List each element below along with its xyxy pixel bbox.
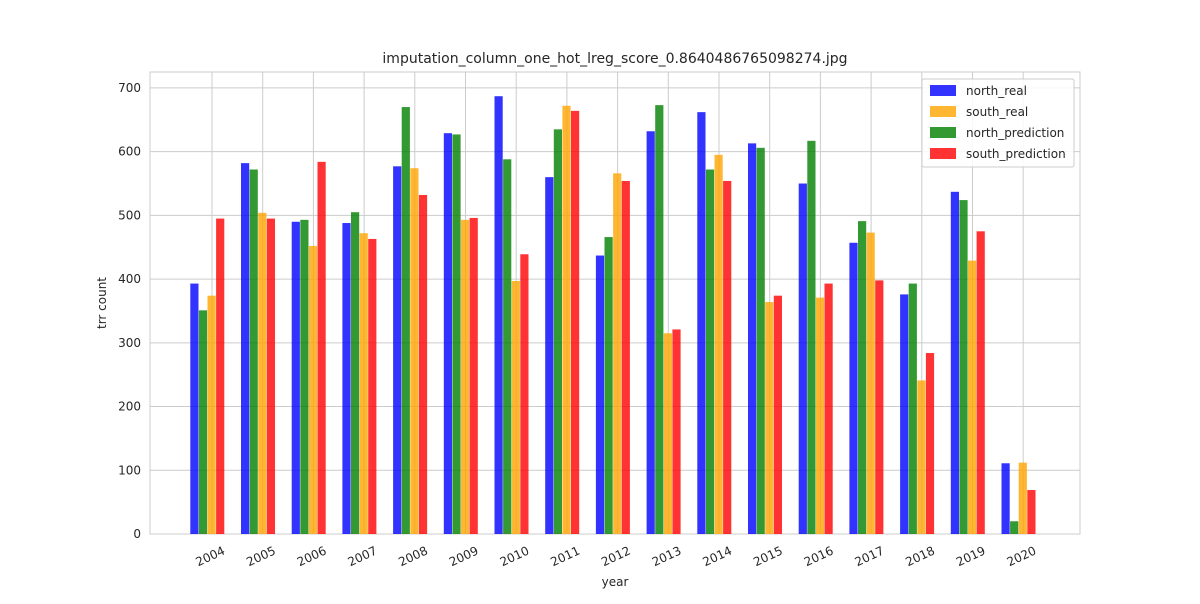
bar-north_real-2010	[494, 96, 503, 534]
bar-south_real-2019	[968, 260, 977, 534]
bar-north_real-2013	[646, 131, 655, 535]
bar-south_prediction-2007	[368, 238, 377, 534]
bar-north_real-2007	[342, 223, 351, 535]
y-axis-label: trr count	[95, 277, 109, 329]
legend-box	[921, 78, 1075, 168]
bar-north_prediction-2020	[1010, 521, 1019, 534]
bar-south_prediction-2006	[317, 161, 326, 535]
bar-south_real-2017	[866, 232, 875, 534]
bar-south_prediction-2018	[925, 353, 935, 534]
bar-south_real-2013	[663, 333, 672, 534]
legend-swatch-south_prediction	[930, 148, 956, 159]
y-tick-label: 0	[133, 527, 141, 541]
bar-north_prediction-2017	[858, 221, 867, 534]
bar-south_real-2010	[511, 281, 520, 534]
bar-south_prediction-2009	[469, 217, 478, 534]
bar-south_real-2004	[207, 295, 216, 534]
bar-north_real-2015	[748, 143, 757, 534]
bar-north_prediction-2019	[959, 200, 968, 534]
bar-south_real-2008	[410, 168, 419, 534]
bar-north_real-2018	[900, 294, 909, 534]
bar-south_prediction-2005	[266, 218, 275, 534]
bar-north_real-2014	[697, 112, 706, 534]
bar-south_real-2005	[258, 212, 267, 535]
y-tick-label: 500	[118, 208, 141, 222]
bar-south_prediction-2008	[418, 194, 428, 534]
bar-north_real-2019	[950, 191, 959, 534]
legend-label-south_prediction: south_prediction	[966, 147, 1066, 161]
legend-label-north_real: north_real	[966, 84, 1027, 98]
y-tick-label: 200	[118, 400, 141, 414]
y-tick-label: 100	[118, 463, 141, 477]
bar-south_real-2007	[359, 233, 368, 534]
bar-south_prediction-2004	[216, 218, 225, 534]
legend-label-north_prediction: north_prediction	[966, 126, 1064, 140]
bar-south_prediction-2012	[621, 180, 630, 535]
y-axis-ticks: 0 100 200 300 400 500 600 700	[118, 81, 141, 541]
bar-north_prediction-2008	[401, 107, 410, 534]
bar-south_prediction-2019	[976, 231, 985, 534]
y-tick-label: 400	[118, 272, 141, 286]
bar-north_prediction-2014	[705, 169, 715, 534]
legend-swatch-north_prediction	[930, 127, 956, 138]
bar-south_real-2011	[562, 105, 571, 534]
bar-south_prediction-2013	[672, 329, 681, 534]
x-axis-label: year	[602, 575, 629, 589]
bar-south_prediction-2017	[875, 280, 884, 534]
bar-south_real-2014	[714, 154, 723, 535]
bar-north_prediction-2006	[300, 219, 309, 534]
bar-north_prediction-2010	[503, 159, 512, 534]
bar-south_prediction-2010	[520, 254, 529, 534]
chart-title: imputation_column_one_hot_lreg_score_0.8…	[382, 51, 847, 67]
y-tick-label: 600	[118, 145, 141, 159]
bar-north_real-2017	[849, 242, 858, 534]
bar-north_real-2008	[393, 166, 402, 535]
bar-south_real-2015	[765, 302, 774, 534]
bar-south_real-2012	[613, 173, 622, 534]
legend: north_real south_real north_predictionsout…	[921, 78, 1075, 168]
bar-north_real-2009	[443, 133, 452, 534]
bar-north_prediction-2007	[351, 212, 360, 534]
bar-south_real-2006	[308, 245, 318, 534]
bar-north_prediction-2013	[655, 105, 664, 535]
bar-south_real-2016	[815, 297, 825, 534]
bar-south_prediction-2011	[571, 110, 580, 534]
bar-south_prediction-2020	[1027, 490, 1036, 534]
bar-north_real-2006	[291, 221, 300, 535]
bar-south_prediction-2016	[824, 283, 833, 534]
bar-north_prediction-2009	[452, 134, 461, 535]
legend-label-south_real: south_real	[966, 105, 1028, 119]
bar-south_real-2009	[461, 219, 470, 534]
bar-north_real-2011	[545, 177, 554, 534]
legend-swatch-south_real	[930, 106, 956, 117]
bar-south_real-2018	[917, 380, 926, 534]
bar-north_prediction-2005	[249, 169, 258, 534]
legend-swatch-north_real	[930, 85, 956, 96]
bar-north_prediction-2016	[807, 140, 816, 534]
bar-north_real-2005	[241, 163, 250, 534]
bar-south_prediction-2014	[723, 180, 732, 535]
y-tick-label: 300	[118, 336, 141, 350]
bar-north_real-2016	[798, 183, 807, 534]
bar-north_real-2004	[190, 283, 199, 534]
bar-north_prediction-2011	[553, 129, 562, 534]
bar-south_prediction-2015	[773, 295, 782, 534]
bar-south_real-2020	[1018, 462, 1027, 534]
bar-north_prediction-2012	[604, 237, 613, 534]
y-tick-label: 700	[118, 81, 141, 95]
bar-north_real-2012	[595, 255, 605, 534]
bar-north_prediction-2015	[756, 147, 765, 534]
bars	[190, 96, 1036, 535]
bar-north_prediction-2018	[908, 283, 917, 534]
bar-north_prediction-2004	[198, 310, 208, 534]
bar-north_real-2020	[1001, 463, 1010, 534]
